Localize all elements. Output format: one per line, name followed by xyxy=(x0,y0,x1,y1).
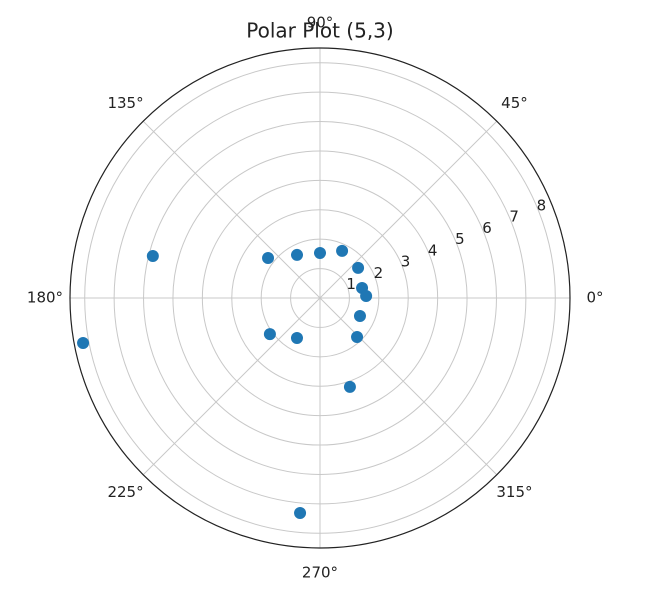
r-tick-label: 2 xyxy=(374,264,384,282)
angle-tick-label: 0° xyxy=(586,289,603,307)
point xyxy=(262,251,275,264)
point xyxy=(291,248,304,261)
grid-line xyxy=(142,120,321,299)
angle-tick-label: 315° xyxy=(496,483,532,501)
point xyxy=(343,380,356,393)
point xyxy=(146,250,159,263)
point xyxy=(360,289,373,302)
r-tick-label: 4 xyxy=(428,241,438,259)
r-tick-label: 8 xyxy=(537,196,547,214)
angle-tick-label: 180° xyxy=(27,289,63,307)
point xyxy=(336,244,349,257)
point xyxy=(351,331,364,344)
point xyxy=(290,332,303,345)
r-tick-label: 7 xyxy=(509,208,519,226)
chart-title: Polar Plot (5,3) xyxy=(246,19,393,43)
angle-tick-label: 225° xyxy=(107,483,143,501)
point xyxy=(263,328,276,341)
angle-tick-label: 45° xyxy=(501,94,528,112)
point xyxy=(294,506,307,519)
point xyxy=(352,261,365,274)
point xyxy=(353,309,366,322)
r-tick-label: 3 xyxy=(401,253,411,271)
grid-line xyxy=(142,297,321,476)
r-tick-label: 1 xyxy=(346,275,356,293)
r-tick-label: 6 xyxy=(482,219,492,237)
grid-line xyxy=(319,120,498,299)
angle-tick-label: 135° xyxy=(107,94,143,112)
angle-tick-label: 270° xyxy=(302,564,338,582)
angle-tick-label: 90° xyxy=(307,14,334,32)
point xyxy=(77,336,90,349)
polar-frame xyxy=(69,47,571,549)
r-tick-label: 5 xyxy=(455,230,465,248)
grid-line xyxy=(319,297,498,476)
point xyxy=(314,247,326,259)
